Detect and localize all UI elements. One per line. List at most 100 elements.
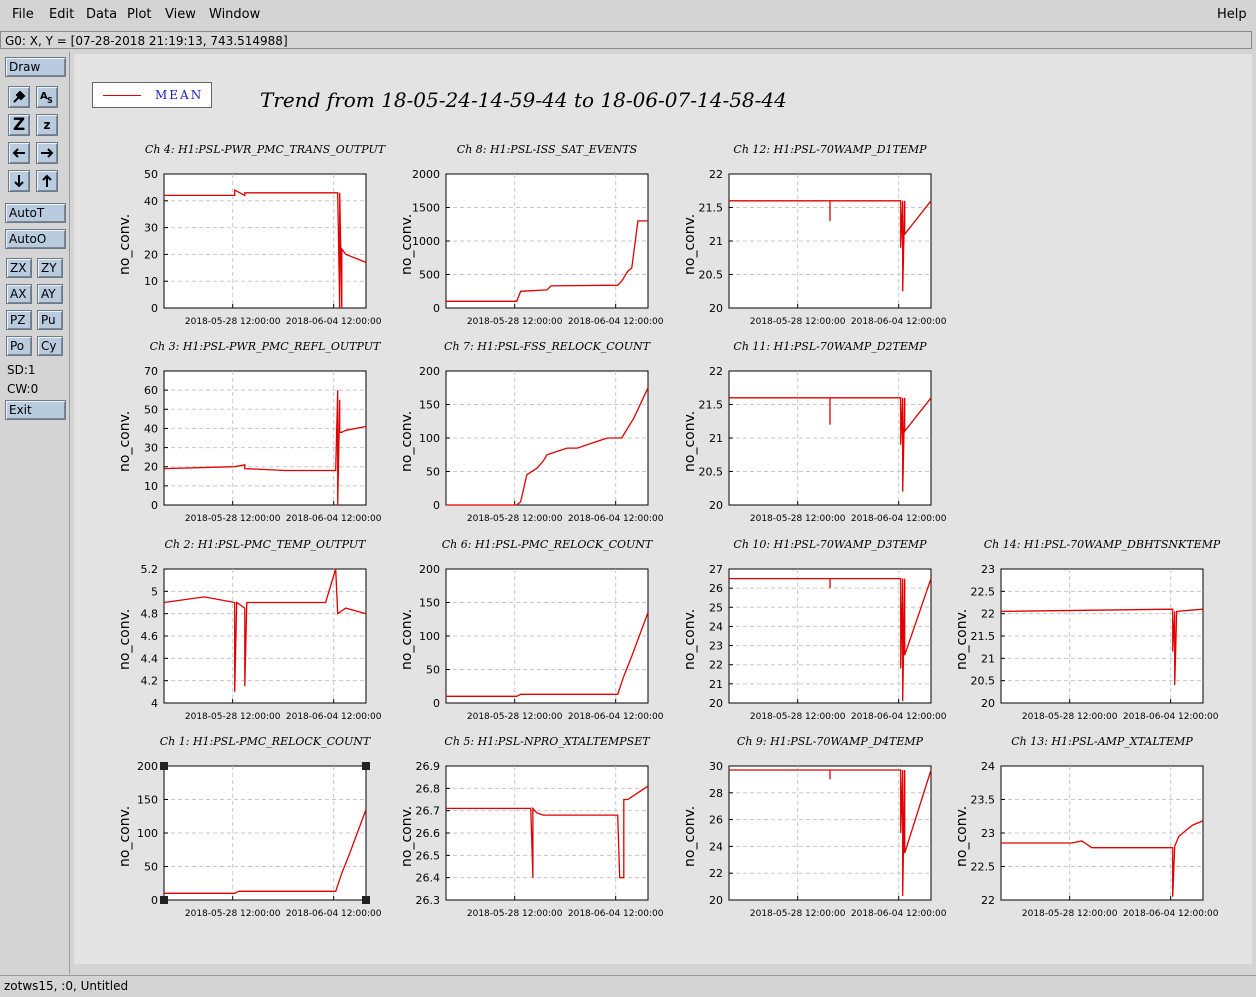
y-tick-label: 28 [709, 787, 723, 800]
chart-title: Ch 8: H1:PSL-ISS_SAT_EVENTS [456, 143, 638, 156]
y-tick-label: 23 [981, 827, 995, 840]
x-tick-label: 2018-05-28 12:00:00 [750, 514, 846, 524]
draw-button[interactable]: Draw [5, 57, 66, 77]
arrow-up-icon[interactable] [36, 170, 58, 192]
y-tick-label: 22 [709, 168, 723, 181]
x-tick-label: 2018-06-04 12:00:00 [286, 909, 382, 919]
x-tick-label: 2018-05-28 12:00:00 [750, 712, 846, 722]
y-tick-label: 100 [419, 432, 440, 445]
cw-readout: CW:0 [7, 382, 39, 396]
menu-file[interactable]: File [12, 7, 34, 22]
y-tick-label: 20.5 [699, 269, 724, 282]
arrow-left-icon[interactable] [8, 142, 30, 164]
chart-panel[interactable]: 0 50 100 150 200 2018-05-28 12:00:00 2018-06-0… [124, 760, 386, 924]
chart-panel[interactable]: 22 22.5 23 23.5 24 2018-05-28 12:00:00 2018-06… [961, 760, 1223, 924]
y-tick-label: 4.8 [141, 608, 159, 621]
chart-panel[interactable]: 20 20.5 21 21.5 22 2018-05-28 12:00:00 2018-06… [689, 365, 951, 529]
arrow-right-icon[interactable] [36, 142, 58, 164]
y-tick-label: 30 [144, 442, 158, 455]
y-tick-label: 21 [709, 432, 723, 445]
y-tick-label: 26.9 [416, 760, 441, 773]
menu-data[interactable]: Data [86, 7, 118, 22]
chart-title: Ch 10: H1:PSL-70WAMP_D3TEMP [733, 538, 927, 551]
chart-title: Ch 13: H1:PSL-AMP_XTALTEMP [1011, 735, 1193, 748]
x-tick-label: 2018-06-04 12:00:00 [1123, 712, 1219, 722]
y-tick-label: 150 [137, 794, 158, 807]
svg-text:S: S [47, 96, 53, 104]
y-tick-label: 0 [151, 499, 158, 512]
chart-title: Ch 5: H1:PSL-NPRO_XTALTEMPSET [444, 735, 650, 748]
y-tick-label: 50 [144, 403, 158, 416]
y-tick-label: 26 [709, 814, 723, 827]
x-tick-label: 2018-05-28 12:00:00 [467, 317, 563, 327]
y-tick-label: 22 [709, 867, 723, 880]
autot-button[interactable]: AutoT [5, 203, 66, 223]
menu-view[interactable]: View [165, 7, 196, 22]
pz-button[interactable]: PZ [6, 310, 32, 330]
y-tick-label: 10 [144, 480, 158, 493]
y-tick-label: 23.5 [971, 794, 996, 807]
autoo-button[interactable]: AutoO [5, 229, 66, 249]
zx-button[interactable]: ZX [6, 258, 32, 278]
series-mean-line [446, 387, 649, 506]
y-tick-label: 0 [151, 302, 158, 315]
menu-edit[interactable]: Edit [49, 7, 75, 22]
cy-button[interactable]: Cy [37, 336, 63, 356]
pu-button[interactable]: Pu [37, 310, 63, 330]
menu-help[interactable]: Help [1217, 7, 1247, 22]
plot-area [728, 568, 932, 704]
y-tick-label: 4 [151, 697, 158, 710]
chart-title: Ch 9: H1:PSL-70WAMP_D4TEMP [736, 735, 924, 748]
y-tick-label: 22.5 [971, 861, 996, 874]
y-tick-label: 150 [419, 399, 440, 412]
x-tick-label: 2018-06-04 12:00:00 [1123, 909, 1219, 919]
ay-button[interactable]: AY [37, 284, 63, 304]
x-tick-label: 2018-06-04 12:00:00 [568, 514, 664, 524]
y-tick-label: 24 [709, 620, 723, 633]
pick-icon[interactable] [8, 86, 30, 108]
ax-button[interactable]: AX [6, 284, 32, 304]
zoom-small-icon[interactable]: z [36, 114, 58, 136]
trend-title: Trend from 18-05-24-14-59-44 to 18-06-07… [260, 88, 787, 112]
plot-area [728, 765, 932, 901]
po-button[interactable]: Po [6, 336, 32, 356]
chart-panel[interactable]: 0 50 100 150 200 2018-05-28 12:00:00 2018-06-0… [406, 563, 668, 727]
chart-panel[interactable]: 0 10 20 30 40 50 2018-05-28 12:00:00 2018-06-04… [124, 168, 386, 332]
y-tick-label: 23 [981, 563, 995, 576]
exit-button[interactable]: Exit [5, 400, 66, 420]
y-tick-label: 40 [144, 195, 158, 208]
y-tick-label: 4.6 [141, 630, 159, 643]
y-tick-label: 70 [144, 365, 158, 378]
menu-plot[interactable]: Plot [127, 7, 152, 22]
chart-panel[interactable]: 0 500 1000 1500 2000 2018-05-28 12:00:00 2018-… [406, 168, 668, 332]
y-tick-label: 5.2 [141, 563, 159, 576]
chart-panel[interactable]: 26.3 26.4 26.5 26.6 26.7 26.8 26.9 2018-05-28 1… [406, 760, 668, 924]
chart-panel[interactable]: 0 10 20 30 40 50 60 70 2018-05-28 12:00:00 2018-0… [124, 365, 386, 529]
zy-button[interactable]: ZY [37, 258, 63, 278]
chart-panel[interactable]: 20 20.5 21 21.5 22 22.5 23 2018-05-28 12:00:00 2… [961, 563, 1223, 727]
y-tick-label: 21 [709, 235, 723, 248]
selection-handle [362, 762, 370, 770]
y-tick-label: 200 [137, 760, 158, 773]
zoom-big-icon[interactable]: Z [8, 114, 30, 136]
x-tick-label: 2018-05-28 12:00:00 [750, 909, 846, 919]
y-tick-label: 200 [419, 563, 440, 576]
y-tick-label: 100 [419, 630, 440, 643]
y-tick-label: 26.4 [416, 872, 441, 885]
arrow-down-icon[interactable] [8, 170, 30, 192]
series-mean-line [446, 785, 649, 879]
chart-panel[interactable]: 4 4.2 4.4 4.6 4.8 5 5.2 2018-05-28 12:00:00 2018… [124, 563, 386, 727]
coordinate-readout: G0: X, Y = [07-28-2018 21:19:13, 743.514… [0, 31, 1252, 49]
chart-panel[interactable]: 20 22 24 26 28 30 2018-05-28 12:00:00 2018-06-0… [689, 760, 951, 924]
chart-panel[interactable]: 0 50 100 150 200 2018-05-28 12:00:00 2018-06-0… [406, 365, 668, 529]
y-tick-label: 26.3 [416, 894, 441, 907]
y-tick-label: 50 [144, 861, 158, 874]
series-mean-line [164, 189, 367, 309]
chart-panel[interactable]: 20 20.5 21 21.5 22 2018-05-28 12:00:00 2018-06… [689, 168, 951, 332]
menu-window[interactable]: Window [209, 7, 261, 22]
y-tick-label: 22 [981, 608, 995, 621]
y-tick-label: 20.5 [699, 466, 724, 479]
chart-panel[interactable]: 20 21 22 23 24 25 26 27 2018-05-28 12:00:00 2018-… [689, 563, 951, 727]
